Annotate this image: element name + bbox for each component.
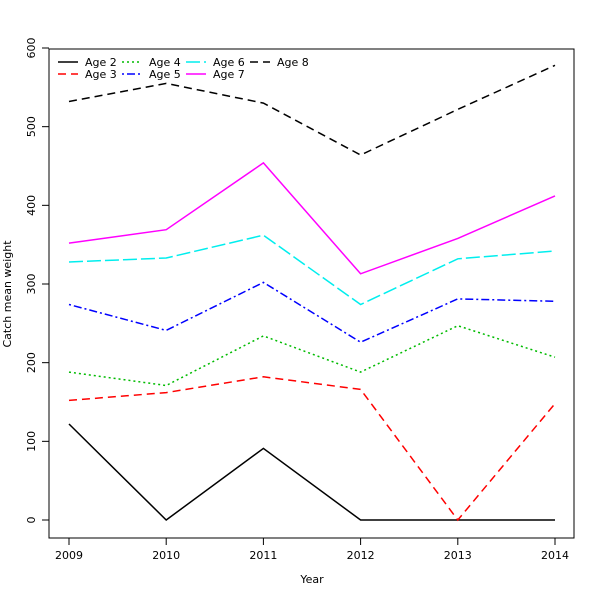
series-layer xyxy=(68,64,556,522)
series-line-age-4 xyxy=(68,324,556,387)
x-tick-label: 2012 xyxy=(347,549,375,562)
y-axis-title: Catch mean weight xyxy=(1,240,14,348)
x-tick-label: 2013 xyxy=(444,549,472,562)
legend-label: Age 5 xyxy=(149,68,181,81)
series-line-age-7 xyxy=(68,161,556,275)
legend-label: Age 4 xyxy=(149,56,181,69)
y-tick-label: 600 xyxy=(25,38,38,59)
legend-label: Age 7 xyxy=(213,68,245,81)
y-tick-label: 500 xyxy=(25,116,38,137)
y-tick-label: 200 xyxy=(25,352,38,373)
y-tick-label: 300 xyxy=(25,274,38,295)
y-axis: 0 100 200 300 400 500 600 xyxy=(25,38,49,524)
series-line-age-3 xyxy=(68,376,556,522)
x-axis: 2009 2010 2011 2012 2013 2014 xyxy=(55,538,569,562)
legend-label: Age 6 xyxy=(213,56,245,69)
y-tick-label: 400 xyxy=(25,195,38,216)
x-tick-label: 2011 xyxy=(249,549,277,562)
series-line-age-2 xyxy=(68,423,555,521)
series-line-age-8 xyxy=(68,64,556,156)
x-tick-label: 2010 xyxy=(152,549,180,562)
x-tick-label: 2009 xyxy=(55,549,83,562)
x-tick-label: 2014 xyxy=(541,549,569,562)
y-tick-label: 100 xyxy=(25,431,38,452)
legend-label: Age 8 xyxy=(277,56,309,69)
series-line-age-6 xyxy=(68,234,556,306)
legend-label: Age 3 xyxy=(85,68,117,81)
x-axis-title: Year xyxy=(299,573,324,586)
plot-frame xyxy=(48,48,575,539)
series-line-age-5 xyxy=(68,281,556,344)
legend-label: Age 2 xyxy=(85,56,117,69)
y-tick-label: 0 xyxy=(25,517,38,524)
